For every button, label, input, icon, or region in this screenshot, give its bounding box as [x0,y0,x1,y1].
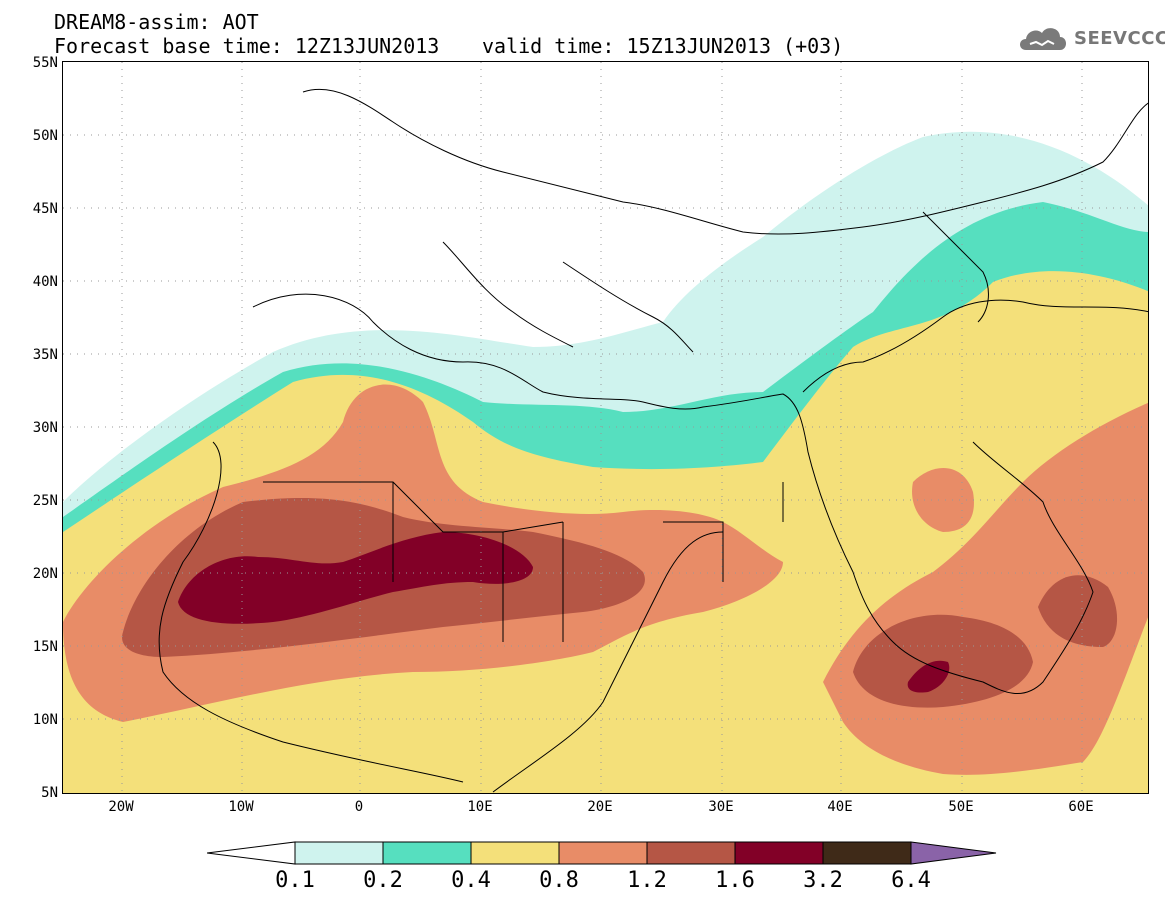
lat-label-10n: 10N [32,712,58,728]
lat-label-40n: 40N [32,274,58,290]
lon-label-50e: 50E [948,799,974,815]
valid-time: valid time: 15Z13JUN2013 (+03) [482,34,844,58]
forecast-base-time: Forecast base time: 12Z13JUN2013 [54,34,440,58]
lat-label-45n: 45N [32,201,58,217]
lat-label-20n: 20N [32,566,58,582]
legend-bar [206,841,997,865]
legend-swatch-3.2-6.4 [822,841,912,865]
legend-swatch-0.8-1.2 [558,841,648,865]
aot-band-1.2-oman [1038,575,1118,647]
aot-band-0.8-iran [912,468,974,532]
lat-label-50n: 50N [32,128,58,144]
legend-label-1.6: 1.6 [715,868,755,893]
lat-label-35n: 35N [32,347,58,363]
lon-label-10w: 10W [228,799,254,815]
cloud-icon [1020,28,1066,50]
lat-label-55n: 55N [32,55,58,71]
lon-label-20e: 20E [587,799,613,815]
chart-title: DREAM8-assim: AOT [54,10,259,34]
aot-band-1.6 [178,532,533,624]
lon-label-10e: 10E [467,799,493,815]
legend-swatch-0.2-0.4 [382,841,472,865]
legend-label-0.1: 0.1 [275,868,315,893]
legend-label-0.8: 0.8 [539,868,579,893]
legend-swatch-1.6-3.2 [734,841,824,865]
legend-swatch-below-0.1 [206,841,296,865]
lon-label-20w: 20W [108,799,134,815]
legend-swatch-above-6.4 [910,841,997,865]
lat-label-25n: 25N [32,493,58,509]
legend-swatch-1.2-1.6 [646,841,736,865]
legend-label-1.2: 1.2 [627,868,667,893]
lon-label-40e: 40E [827,799,853,815]
aot-map-canvas [63,62,1148,793]
seevccc-logo: SEEVCCC [1016,22,1165,58]
lon-label-30e: 30E [708,799,734,815]
legend-label-0.4: 0.4 [451,868,491,893]
coastlines [158,88,1148,793]
legend-label-3.2: 3.2 [803,868,843,893]
aot-map [62,61,1149,794]
lat-label-15n: 15N [32,639,58,655]
legend-label-0.2: 0.2 [363,868,403,893]
color-legend: 0.1 0.2 0.4 0.8 1.2 1.6 3.2 6.4 [206,840,997,900]
legend-label-6.4: 6.4 [891,868,931,893]
legend-swatch-0.4-0.8 [470,841,560,865]
lat-label-30n: 30N [32,420,58,436]
lon-label-0: 0 [354,799,364,815]
legend-swatch-0.1-0.2 [294,841,384,865]
lon-label-60e: 60E [1068,799,1094,815]
lat-label-5n: 5N [41,785,58,801]
logo-text: SEEVCCC [1074,28,1165,49]
